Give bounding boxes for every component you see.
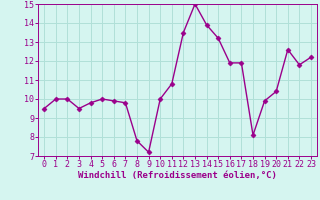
X-axis label: Windchill (Refroidissement éolien,°C): Windchill (Refroidissement éolien,°C) [78,171,277,180]
